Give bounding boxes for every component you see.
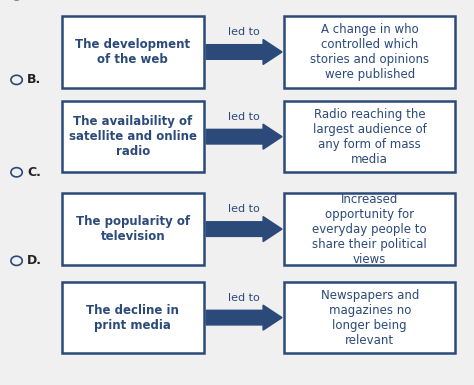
Text: The development
of the web: The development of the web — [75, 38, 190, 66]
FancyBboxPatch shape — [62, 193, 204, 265]
Text: The availability of
satellite and online
radio: The availability of satellite and online… — [69, 115, 197, 158]
FancyBboxPatch shape — [284, 282, 455, 353]
FancyBboxPatch shape — [284, 193, 455, 265]
Text: A change in who
controlled which
stories and opinions
were published: A change in who controlled which stories… — [310, 23, 429, 81]
Text: led to: led to — [228, 293, 260, 303]
FancyArrow shape — [206, 124, 282, 149]
FancyArrow shape — [206, 216, 282, 242]
Text: D.: D. — [27, 254, 42, 267]
Text: The popularity of
television: The popularity of television — [76, 215, 190, 243]
Text: Radio reaching the
largest audience of
any form of mass
media: Radio reaching the largest audience of a… — [313, 108, 427, 166]
Text: B.: B. — [27, 74, 41, 86]
Text: C.: C. — [27, 166, 41, 179]
Text: A.: A. — [27, 0, 42, 2]
Text: The decline in
print media: The decline in print media — [86, 304, 179, 331]
Text: led to: led to — [228, 204, 260, 214]
FancyArrow shape — [206, 305, 282, 330]
FancyBboxPatch shape — [284, 101, 455, 172]
FancyBboxPatch shape — [62, 16, 204, 88]
FancyBboxPatch shape — [62, 282, 204, 353]
Text: Newspapers and
magazines no
longer being
relevant: Newspapers and magazines no longer being… — [320, 289, 419, 346]
Text: led to: led to — [228, 112, 260, 122]
FancyBboxPatch shape — [62, 101, 204, 172]
Text: Increased
opportunity for
everyday people to
share their political
views: Increased opportunity for everyday peopl… — [312, 192, 427, 266]
Text: led to: led to — [228, 27, 260, 37]
FancyArrow shape — [206, 40, 282, 64]
FancyBboxPatch shape — [284, 16, 455, 88]
